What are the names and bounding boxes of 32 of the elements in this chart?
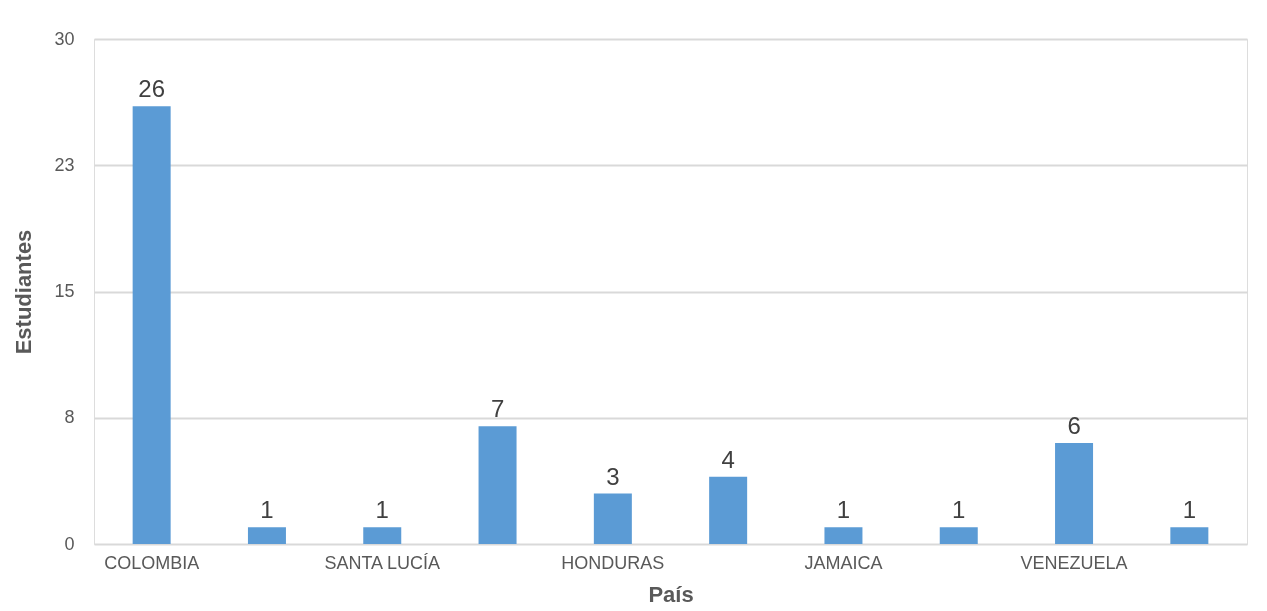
bar xyxy=(593,493,632,544)
x-tick-label: VENEZUELA xyxy=(1020,552,1128,573)
y-axis-title: Estudiantes xyxy=(11,229,37,355)
x-axis-title: País xyxy=(648,581,694,607)
data-label: 7 xyxy=(490,395,505,423)
x-tick-label: SANTA LUCÍA xyxy=(324,552,441,573)
data-label: 3 xyxy=(606,462,620,490)
bar xyxy=(709,476,748,544)
data-label: 1 xyxy=(952,496,966,524)
x-tick-label: JAMAICA xyxy=(804,552,883,573)
data-label: 26 xyxy=(138,75,165,103)
bar xyxy=(478,426,517,544)
bar xyxy=(1170,527,1209,544)
y-tick-label: 30 xyxy=(54,28,75,49)
bar xyxy=(939,527,978,544)
data-label: 1 xyxy=(260,496,274,524)
bar xyxy=(132,106,171,544)
data-label: 1 xyxy=(375,496,389,524)
bar xyxy=(247,527,286,544)
y-tick-label: 23 xyxy=(54,154,75,175)
y-tick-label: 15 xyxy=(54,281,75,301)
x-tick-label: HONDURAS xyxy=(561,552,665,573)
y-tick-label: 8 xyxy=(64,407,75,428)
y-tick-label: 0 xyxy=(64,533,75,554)
x-tick-label: COLOMBIA xyxy=(104,552,200,573)
bar xyxy=(1055,443,1094,544)
data-label: 6 xyxy=(1067,412,1081,439)
data-label: 4 xyxy=(721,445,735,473)
bar xyxy=(363,527,402,544)
bar xyxy=(824,527,863,544)
data-label: 1 xyxy=(836,496,851,524)
data-label: 1 xyxy=(1182,496,1197,524)
